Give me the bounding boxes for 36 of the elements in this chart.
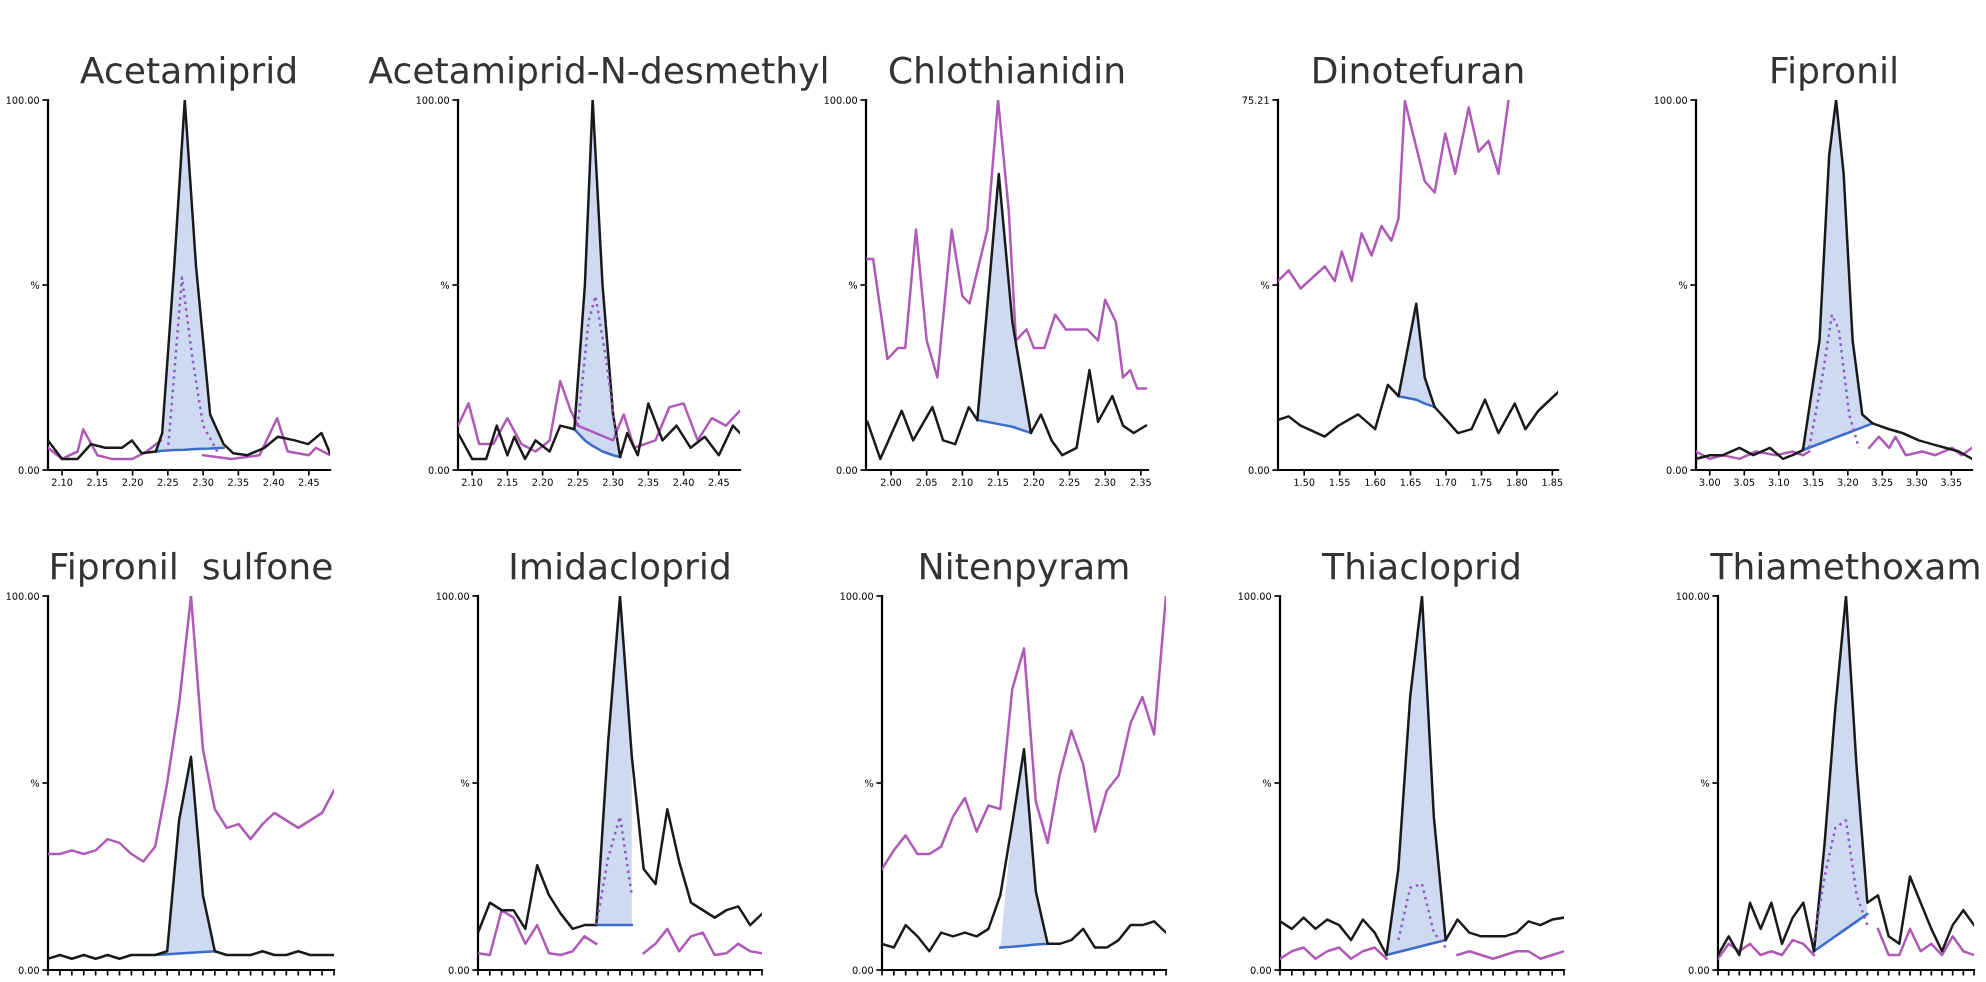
line-series — [1807, 313, 1861, 450]
line-series — [1278, 302, 1558, 438]
line-series — [478, 596, 762, 934]
line-series — [1397, 882, 1447, 949]
line-series — [866, 172, 1148, 461]
chart-title: Imidacloprid — [511, 551, 729, 587]
line-series — [1385, 938, 1447, 957]
line-series — [882, 596, 1166, 871]
chart-title: Acetamiprid — [80, 55, 295, 91]
chart-title: Fipronil sulfone — [52, 551, 332, 587]
line-series — [1801, 422, 1874, 452]
line-series — [48, 596, 334, 863]
chart-title: Acetamiprid-N-desmethyl — [368, 55, 827, 91]
line-series — [166, 276, 219, 453]
chart-title: Dinotefuran — [1314, 55, 1523, 84]
line-series — [976, 418, 1033, 435]
line-series — [1718, 596, 1974, 957]
line-series — [1278, 100, 1510, 290]
chart-title: Nitenpyram — [921, 551, 1128, 587]
line-series — [48, 100, 330, 461]
line-series — [573, 428, 622, 459]
line-series — [576, 294, 618, 442]
chart-title: Fipronil — [1772, 55, 1896, 91]
line-series — [595, 815, 634, 927]
line-series — [1812, 819, 1869, 942]
chart-title: Chlothianidin — [889, 55, 1124, 84]
chart-title: Thiacloprid — [1321, 551, 1519, 587]
line-series — [1280, 596, 1564, 957]
line-series — [458, 379, 740, 453]
line-series — [458, 100, 740, 461]
line-series — [1696, 100, 1972, 461]
line-series — [1812, 912, 1869, 953]
line-series — [882, 748, 1166, 953]
line-series — [866, 100, 1148, 390]
chart-title: Thiamethoxam — [1710, 551, 1979, 580]
line-series — [48, 755, 334, 961]
